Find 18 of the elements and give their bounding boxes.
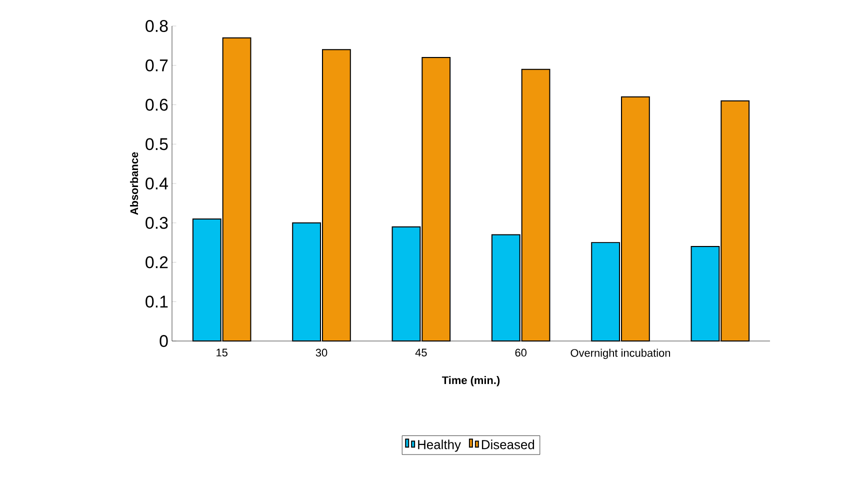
x-tick-label: 30 (316, 348, 328, 357)
y-tick-label: 0 (160, 335, 168, 348)
legend-label: Diseased (482, 440, 534, 450)
y-tick-label: 0.5 (146, 138, 168, 150)
x-tick-label: Overnight incubation (570, 348, 670, 359)
y-tick-label: 0.8 (146, 20, 168, 32)
y-tick-label: 0.2 (146, 256, 168, 268)
y-axis-title: Absorbance (130, 152, 138, 215)
x-tick-label: 60 (515, 348, 526, 357)
x-axis-title: Time (min.) (442, 376, 500, 386)
y-tick-label: 0.1 (146, 296, 168, 308)
y-tick-label: 0.4 (146, 178, 168, 190)
y-tick-label: 0.3 (146, 216, 168, 229)
y-tick-label: 0.6 (146, 98, 168, 111)
legend-label: Healthy (418, 440, 461, 452)
y-tick-label: 0.7 (146, 59, 168, 72)
x-tick-label: 15 (216, 348, 228, 356)
x-tick-label: 45 (415, 348, 427, 356)
